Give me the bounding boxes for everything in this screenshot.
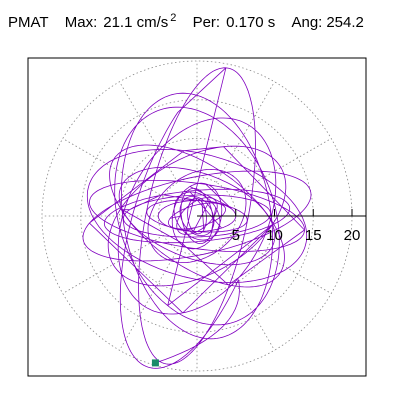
grid-spoke — [62, 138, 164, 197]
endpoint-layer — [151, 359, 159, 367]
radial-tick-label: 15 — [305, 227, 322, 244]
grid-spoke — [119, 81, 178, 183]
max-group: Max: 21.1 cm/s 2 — [64, 12, 181, 32]
trace-layer — [82, 67, 312, 369]
max-label: Max: — [64, 14, 98, 31]
grid-spoke — [62, 235, 164, 294]
angle-label: Ang: — [291, 14, 323, 31]
grid-spoke — [216, 249, 275, 351]
header-bar: PMAT Max: 21.1 cm/s 2 Per: 0.170 s Ang: 254.… — [8, 10, 376, 36]
angle-group: Ang: 254.2 — [291, 14, 363, 31]
radial-axis: 5 10 15 20 — [197, 209, 366, 244]
grid-spoke — [230, 138, 332, 197]
period-value: 0.170 s — [226, 14, 276, 31]
period-label: Per: — [192, 14, 221, 31]
grid-spoke — [216, 81, 275, 183]
angle-value: 254.2 — [326, 14, 364, 31]
period-group: Per: 0.170 s — [193, 14, 280, 31]
radial-tick-label: 10 — [266, 227, 283, 244]
channel-name: PMAT — [8, 14, 49, 31]
endpoint-marker — [151, 359, 159, 367]
plot-frame — [27, 57, 367, 377]
grid-spoke — [119, 249, 178, 351]
radial-tick-label: 5 — [232, 227, 240, 244]
max-value: 21.1 cm/s — [103, 14, 169, 31]
max-exponent: 2 — [170, 12, 177, 24]
radial-tick-label: 20 — [344, 227, 361, 244]
acceleration-trace — [82, 67, 312, 369]
grid-spoke — [230, 235, 332, 294]
